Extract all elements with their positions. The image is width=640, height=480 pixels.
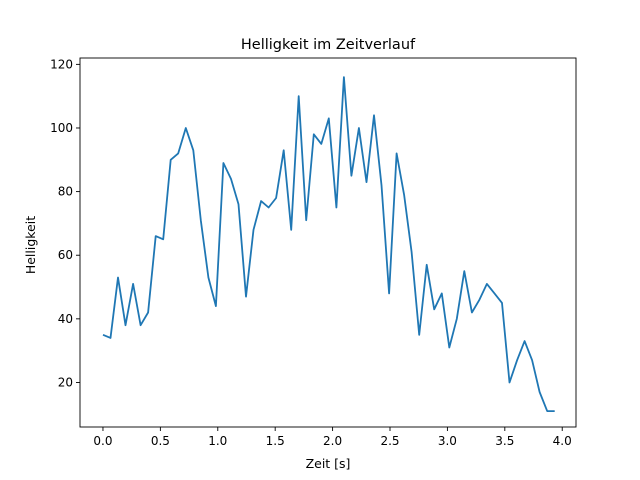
x-axis-label: Zeit [s] (306, 456, 351, 471)
axes-frame (79, 57, 577, 428)
x-axis-ticks: 0.0 0.5 1.0 1.5 2.0 2.5 3.0 3.5 4.0 (93, 427, 572, 448)
y-axis-ticks: 20 40 60 80 100 120 (50, 57, 80, 389)
x-tick-label: 0.5 (151, 434, 170, 448)
x-tick-label: 0.0 (93, 434, 112, 448)
x-tick-label: 1.5 (266, 434, 285, 448)
chart-title: Helligkeit im Zeitverlauf (241, 37, 416, 53)
y-tick-label: 60 (58, 248, 73, 262)
x-tick-label: 2.5 (380, 434, 399, 448)
x-tick-label: 3.0 (438, 434, 457, 448)
x-tick-label: 4.0 (553, 434, 572, 448)
y-tick-label: 40 (58, 312, 73, 326)
x-tick-label: 3.5 (495, 434, 514, 448)
x-tick-label: 1.0 (208, 434, 227, 448)
x-tick-label: 2.0 (323, 434, 342, 448)
data-points (102, 77, 555, 412)
y-tick-label: 120 (50, 57, 73, 71)
series-line (102, 76, 555, 412)
plot-area (102, 76, 555, 412)
y-tick-label: 20 (58, 375, 73, 389)
y-axis-label: Helligkeit (23, 216, 38, 274)
y-tick-label: 100 (50, 121, 73, 135)
y-tick-label: 80 (58, 185, 73, 199)
